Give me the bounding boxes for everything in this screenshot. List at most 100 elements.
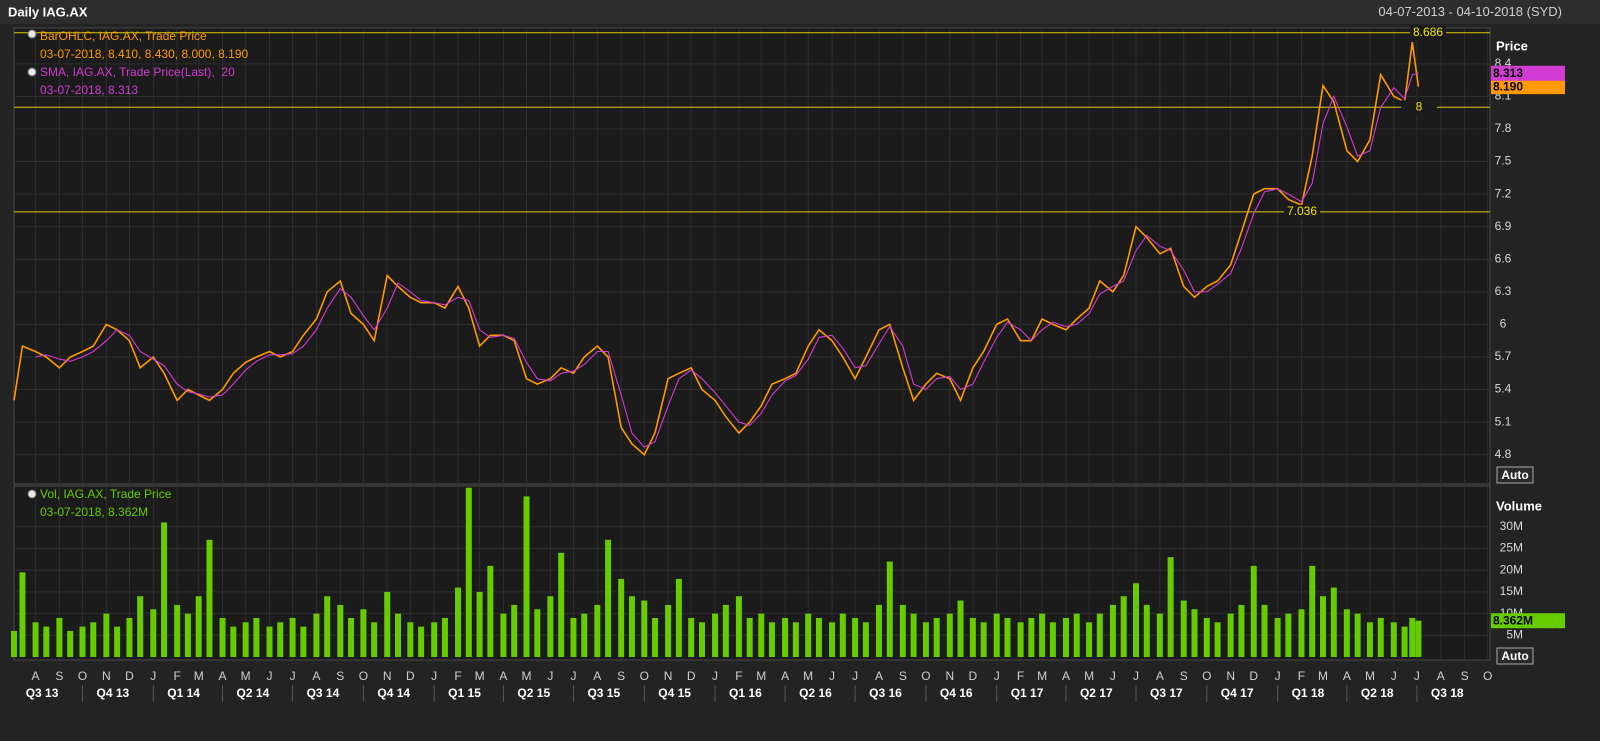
auto-button-label[interactable]: Auto <box>1501 468 1528 482</box>
volume-bar <box>1415 620 1422 657</box>
x-tick-label: F <box>1298 669 1305 683</box>
volume-bar <box>1203 617 1210 657</box>
volume-bar <box>652 617 659 657</box>
legend-name: BarOHLC, IAG.AX, Trade Price <box>40 29 207 43</box>
volume-bar <box>56 617 63 657</box>
x-tick-label: F <box>173 669 180 683</box>
x-tick-label: O <box>640 669 649 683</box>
volume-bar <box>1354 613 1361 657</box>
volume-bar <box>618 578 625 657</box>
volume-bar <box>455 587 462 657</box>
volume-bar <box>933 617 940 657</box>
x-tick-label: A <box>1437 669 1445 683</box>
x-tick-label: O <box>921 669 930 683</box>
x-tick-label: J <box>1133 669 1139 683</box>
volume-bar <box>511 604 518 657</box>
volume-bar <box>735 596 742 657</box>
volume-bar <box>1096 613 1103 657</box>
volume-bar <box>79 626 86 657</box>
volume-bar <box>641 600 648 657</box>
volume-bar <box>570 617 577 657</box>
legend-icon[interactable] <box>27 489 37 499</box>
quarter-label: Q4 14 <box>377 686 410 700</box>
volume-bar <box>1086 622 1093 657</box>
volume-bar <box>67 630 74 657</box>
last-value-label: 8.362M <box>1493 613 1533 627</box>
volume-bar <box>1409 617 1416 657</box>
quarter-label: Q4 17 <box>1221 686 1254 700</box>
x-tick-label: J <box>829 669 835 683</box>
level-label-bg <box>1410 25 1446 40</box>
volume-bar <box>1377 617 1384 657</box>
volume-bar <box>230 626 237 657</box>
quarter-label: Q2 18 <box>1361 686 1394 700</box>
auto-button-label[interactable]: Auto <box>1501 649 1528 663</box>
y-tick-label: 6 <box>1500 317 1507 331</box>
x-tick-label: M <box>241 669 251 683</box>
volume-bar <box>1261 604 1268 657</box>
x-tick-label: M <box>1037 669 1047 683</box>
grid <box>14 28 1490 660</box>
quarter-label: Q2 15 <box>517 686 550 700</box>
volume-bar <box>758 613 765 657</box>
volume-bar <box>1073 613 1080 657</box>
volume-bar <box>1285 613 1292 657</box>
auto-button[interactable] <box>1496 647 1534 665</box>
x-tick-label: J <box>852 669 858 683</box>
volume-bar <box>1109 604 1116 657</box>
legend-readout: 03-07-2018, 8.313 <box>40 83 138 97</box>
volume-bar <box>815 617 822 657</box>
x-tick-label: A <box>875 669 883 683</box>
x-tick-label: J <box>1110 669 1116 683</box>
volume-bar <box>137 596 144 657</box>
volume-bar <box>769 622 776 657</box>
x-tick-label: J <box>1275 669 1281 683</box>
x-tick-label: O <box>1202 669 1211 683</box>
y-tick-label: 5.4 <box>1495 382 1512 396</box>
legend-readout: 03-07-2018, 8.362M <box>40 505 148 519</box>
volume-bar <box>1238 604 1245 657</box>
x-tick-label: S <box>1461 669 1469 683</box>
x-tick-label: A <box>781 669 789 683</box>
volume-bar <box>899 604 906 657</box>
x-tick-label: S <box>55 669 63 683</box>
x-tick-label: F <box>735 669 742 683</box>
volume-bar <box>1039 613 1046 657</box>
quarter-label: Q1 17 <box>1011 686 1044 700</box>
volume-bar <box>90 622 97 657</box>
x-tick-label: M <box>1084 669 1094 683</box>
volume-bar <box>792 622 799 657</box>
x-tick-label: M <box>1365 669 1375 683</box>
range-end: 04-10-2018 <box>1456 4 1523 19</box>
volume-bar <box>300 626 307 657</box>
volume-bar <box>103 613 110 657</box>
x-tick-label: O <box>359 669 368 683</box>
legend-icon[interactable] <box>27 29 37 39</box>
x-tick-label: A <box>219 669 227 683</box>
volume-bar <box>195 596 202 657</box>
legend-name: SMA, IAG.AX, Trade Price(Last), 20 <box>40 65 235 79</box>
x-tick-label: S <box>336 669 344 683</box>
quarter-label: Q1 15 <box>448 686 481 700</box>
price-panel <box>13 27 1491 485</box>
volume-bar <box>665 604 672 657</box>
legend-icon[interactable] <box>27 67 37 77</box>
volume-bar <box>782 617 789 657</box>
quarter-label: Q4 16 <box>940 686 973 700</box>
volume-bar <box>126 617 133 657</box>
volume-bar <box>32 622 39 657</box>
quarter-label: Q3 16 <box>869 686 902 700</box>
x-tick-label: M <box>1318 669 1328 683</box>
last-value-label: 8.190 <box>1493 79 1523 93</box>
volume-bar <box>407 622 414 657</box>
volume-bar <box>675 578 682 657</box>
quarter-label: Q1 18 <box>1292 686 1325 700</box>
x-tick-label: J <box>547 669 553 683</box>
auto-button[interactable] <box>1496 466 1534 484</box>
y-tick-label: 6.3 <box>1495 284 1512 298</box>
chart-title: Daily IAG.AX <box>8 4 88 19</box>
x-tick-label: M <box>803 669 813 683</box>
x-tick-label: S <box>1180 669 1188 683</box>
volume-bar <box>1028 617 1035 657</box>
